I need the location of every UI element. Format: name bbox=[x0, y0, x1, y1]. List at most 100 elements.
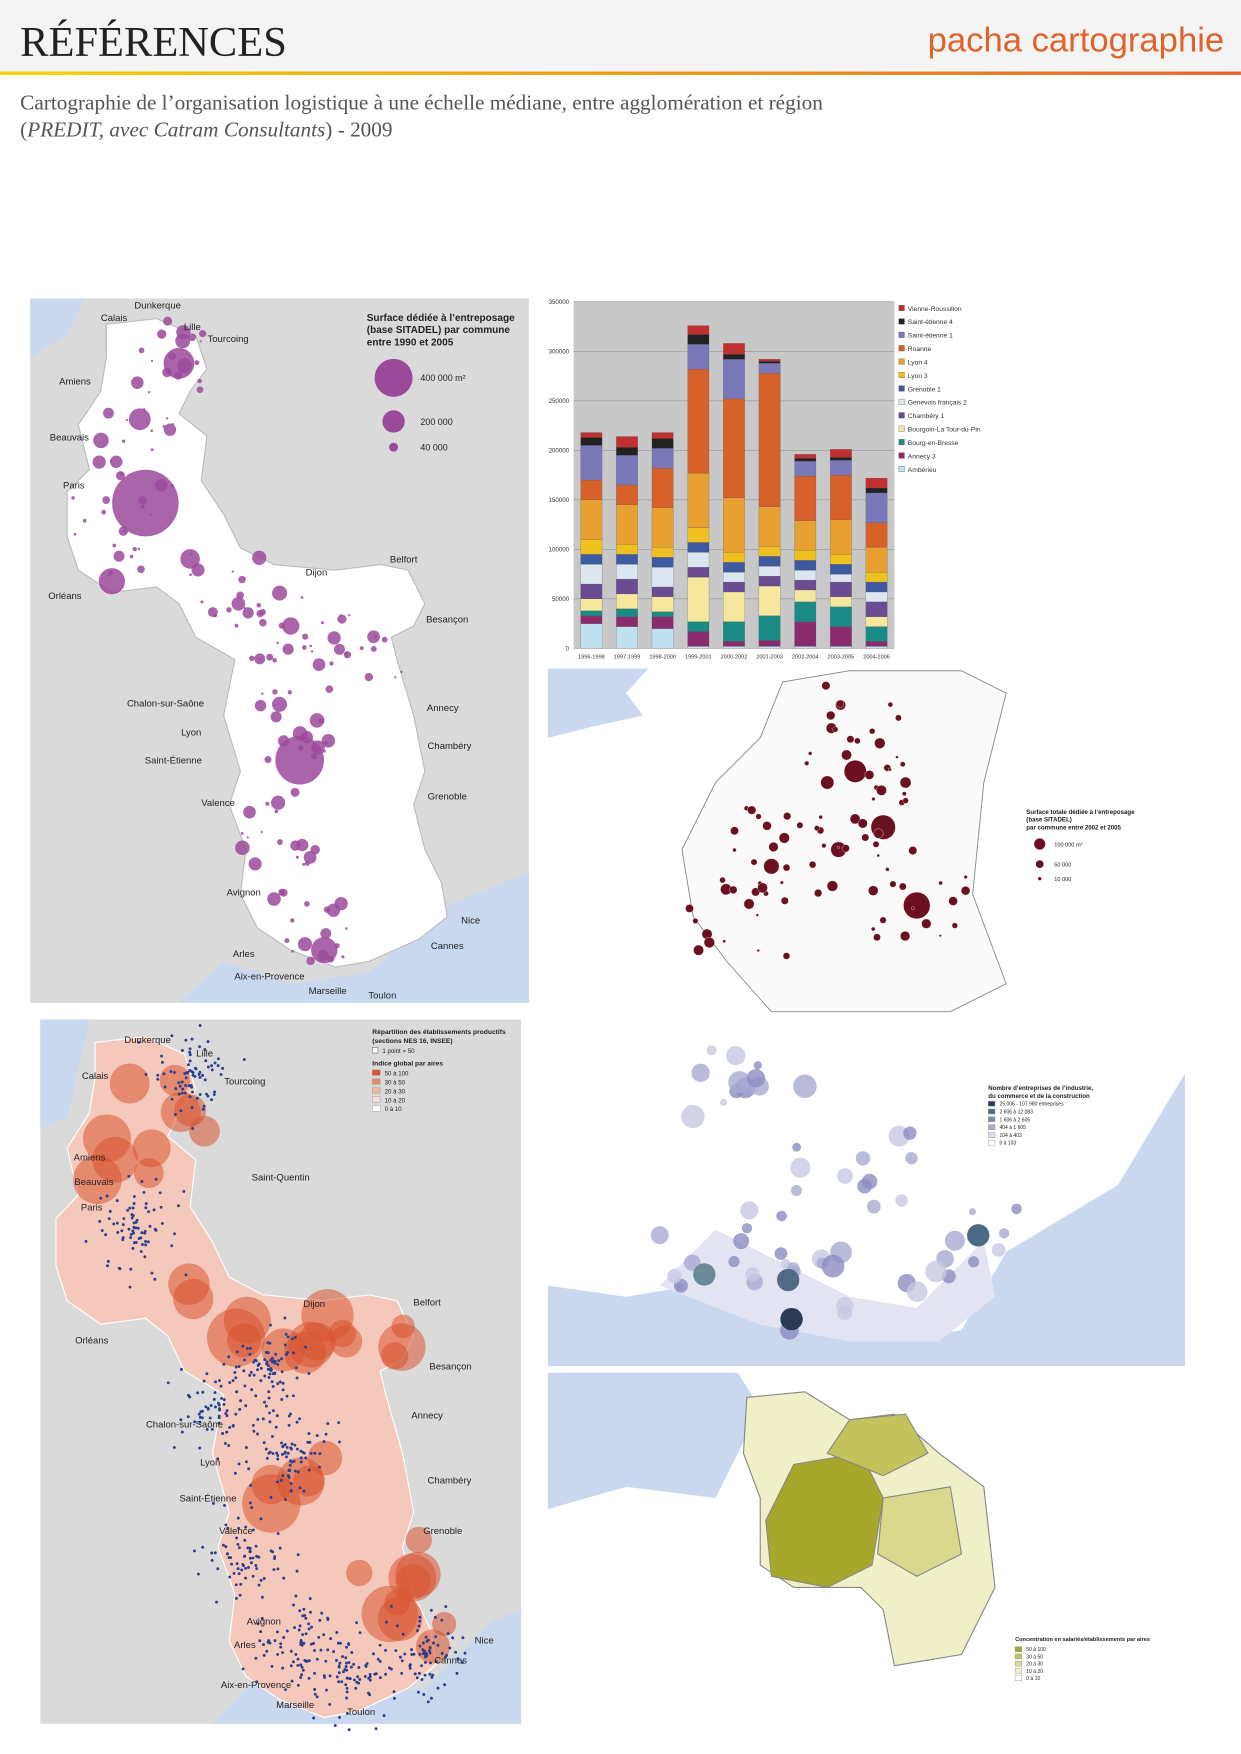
bar-segment bbox=[687, 621, 710, 632]
proportional-circle bbox=[703, 937, 715, 949]
establishment-dot bbox=[140, 1243, 144, 1246]
proportional-circle bbox=[327, 955, 335, 963]
establishment-dot bbox=[263, 1400, 266, 1404]
proportional-circle bbox=[271, 795, 286, 810]
establishment-dot bbox=[456, 1657, 460, 1661]
establishment-dot bbox=[178, 1084, 182, 1088]
y-tick-label: 200000 bbox=[549, 448, 570, 455]
establishment-dot bbox=[203, 1047, 207, 1051]
establishment-dot bbox=[184, 1038, 188, 1042]
establishment-dot bbox=[144, 1202, 148, 1206]
establishment-dot bbox=[325, 1688, 328, 1692]
proportional-circle bbox=[329, 661, 334, 666]
establishment-dot bbox=[126, 1208, 130, 1212]
proportional-circle bbox=[895, 714, 902, 722]
bar-segment bbox=[758, 646, 781, 649]
proportional-circle bbox=[129, 554, 134, 559]
establishment-dot bbox=[281, 1381, 285, 1385]
bar-segment bbox=[830, 646, 852, 649]
proportional-circle bbox=[895, 755, 899, 759]
bar-segment bbox=[651, 628, 674, 649]
establishment-dot bbox=[291, 1394, 295, 1398]
legend-title: Surface totale dédiée à l’entreposage bbox=[1026, 809, 1135, 816]
establishment-dot bbox=[296, 1470, 300, 1474]
proportional-circle bbox=[291, 949, 294, 953]
establishment-dot bbox=[293, 1626, 296, 1630]
proportional-circle bbox=[729, 885, 738, 894]
establishment-dot bbox=[280, 1441, 283, 1445]
city-label: Chalon-sur-Saône bbox=[127, 699, 204, 710]
proportional-circle bbox=[310, 844, 320, 855]
establishment-dot bbox=[308, 1440, 312, 1444]
establishment-dot bbox=[434, 1660, 438, 1664]
proportional-circle bbox=[348, 614, 351, 617]
legend-label: Genevois français 2 bbox=[908, 400, 967, 407]
legend-label: 20 à 30 bbox=[1026, 1662, 1043, 1668]
establishment-dot bbox=[243, 1554, 247, 1558]
proportional-circle bbox=[137, 547, 141, 551]
establishment-dot bbox=[116, 1231, 120, 1234]
establishment-dot bbox=[304, 1456, 308, 1460]
proportional-circle bbox=[138, 496, 147, 505]
establishment-dot bbox=[352, 1678, 356, 1682]
establishment-dot bbox=[226, 1552, 229, 1556]
establishment-dot bbox=[307, 1622, 311, 1626]
establishment-dot bbox=[152, 1208, 156, 1212]
choropleth-area bbox=[405, 1526, 433, 1554]
establishment-dot bbox=[262, 1643, 265, 1647]
legend-swatch bbox=[988, 1108, 996, 1115]
proportional-circle bbox=[719, 876, 726, 884]
establishment-dot bbox=[249, 1483, 253, 1487]
establishment-dot bbox=[144, 1206, 148, 1210]
choropleth-area bbox=[346, 1559, 373, 1587]
establishment-dot bbox=[115, 1221, 119, 1225]
proportional-circle bbox=[938, 880, 943, 886]
enterprise-area bbox=[793, 1074, 817, 1099]
establishment-dot bbox=[278, 1546, 282, 1550]
proportional-circle bbox=[322, 749, 326, 753]
establishment-dot bbox=[252, 1373, 256, 1377]
legend-title: Concentration en salariés/établissements… bbox=[1015, 1637, 1150, 1643]
establishment-dot bbox=[233, 1471, 237, 1475]
establishment-dot bbox=[295, 1366, 298, 1370]
bar-segment bbox=[865, 492, 888, 523]
bar-segment bbox=[794, 458, 817, 462]
proportional-circle bbox=[298, 745, 304, 751]
proportional-circle bbox=[199, 340, 202, 343]
enterprise-area bbox=[780, 1307, 803, 1331]
proportional-circle bbox=[318, 717, 325, 724]
establishment-dot bbox=[250, 1388, 254, 1392]
establishment-dot bbox=[337, 1671, 341, 1675]
proportional-circle bbox=[903, 891, 931, 920]
establishment-dot bbox=[355, 1621, 358, 1625]
proportional-circle bbox=[309, 713, 325, 728]
establishment-dot bbox=[256, 1417, 260, 1421]
establishment-dot bbox=[274, 1352, 278, 1356]
establishment-dot bbox=[191, 1090, 194, 1094]
proportional-circle bbox=[312, 658, 326, 671]
establishment-dot bbox=[313, 1688, 317, 1691]
proportional-circle bbox=[730, 826, 739, 836]
establishment-dot bbox=[289, 1482, 293, 1485]
establishment-dot bbox=[235, 1562, 239, 1566]
establishment-dot bbox=[292, 1351, 296, 1355]
establishment-dot bbox=[243, 1358, 246, 1362]
proportional-circle bbox=[756, 949, 760, 953]
legend-swatch bbox=[1014, 1646, 1023, 1652]
establishment-dot bbox=[214, 1405, 217, 1409]
establishment-dot bbox=[192, 1549, 196, 1553]
proportional-circle bbox=[808, 751, 813, 756]
legend-swatch bbox=[898, 412, 905, 419]
x-tick-label: 2003-2005 bbox=[828, 654, 855, 660]
establishment-dot bbox=[410, 1648, 413, 1652]
establishment-dot bbox=[231, 1379, 235, 1382]
establishment-dot bbox=[426, 1700, 430, 1704]
proportional-circle bbox=[846, 735, 855, 744]
establishment-dot bbox=[233, 1371, 237, 1374]
proportional-circle bbox=[302, 862, 306, 866]
establishment-dot bbox=[423, 1673, 427, 1677]
establishment-dot bbox=[378, 1676, 382, 1680]
establishment-dot bbox=[371, 1652, 375, 1656]
bar-segment bbox=[865, 641, 888, 647]
